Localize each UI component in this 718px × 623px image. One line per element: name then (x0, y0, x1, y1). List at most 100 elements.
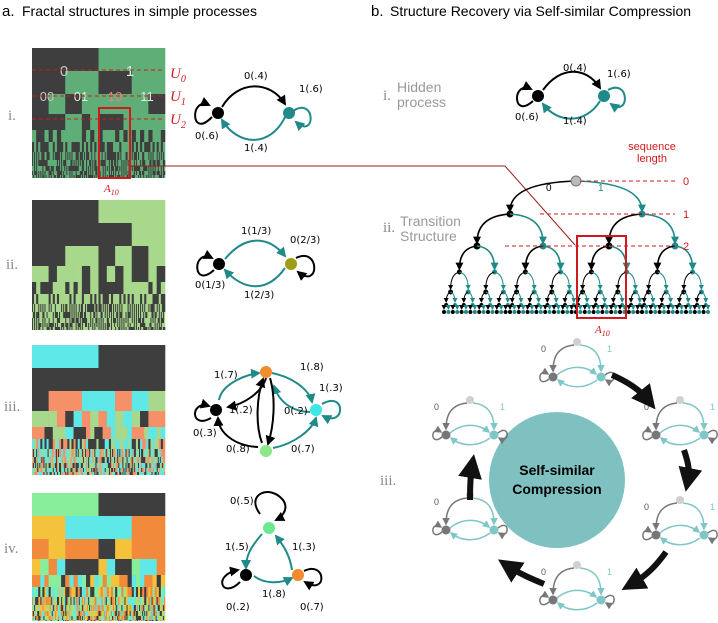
edge-label: 1(.4) (563, 116, 587, 127)
edge-label: 0(1/3) (195, 280, 225, 291)
tree-node (543, 310, 548, 314)
tree-node (701, 310, 706, 314)
transition-line2: Structure (400, 228, 457, 244)
edge-label: 1(.6) (299, 84, 323, 95)
tree-node (600, 310, 605, 314)
edge-label: 1(.3) (292, 542, 316, 553)
tree-node (490, 310, 495, 314)
edge-label: 0(.4) (563, 63, 587, 74)
row-ii-roman: ii. (6, 257, 18, 273)
mini-node (548, 595, 558, 605)
tree-node (675, 310, 680, 314)
mini-label-1: 1 (710, 502, 715, 512)
tree-node (569, 310, 574, 314)
edge-label: 1(.6) (607, 69, 631, 80)
tree-node (631, 310, 636, 314)
edge-label: 0(.6) (515, 112, 539, 123)
seq-length-2: 2 (683, 241, 689, 253)
mini-node (548, 372, 558, 382)
tree-node (565, 310, 570, 314)
a10-label-left: A10 (103, 183, 119, 197)
tree-node (582, 310, 587, 314)
state-node (260, 366, 272, 378)
fractal-image (32, 345, 166, 475)
cycle-arrow (498, 559, 546, 587)
edge-label: 0(.2) (284, 406, 308, 417)
row-i-roman: i. (8, 108, 16, 124)
graph-row-i: 0(.4) 1(.6) 0(.6) 1(.4) (194, 71, 323, 154)
state-node (283, 107, 295, 119)
seq-length-1: 1 (683, 209, 689, 221)
seq-length-0: 0 (683, 176, 689, 188)
tree-node (670, 310, 675, 314)
state-node (263, 522, 275, 534)
transition-line1: Transition (400, 213, 461, 229)
tree-node (653, 310, 658, 314)
tree-node (640, 310, 644, 314)
edge-label: 1(.3) (319, 383, 343, 394)
panel-a-title: Fractal structures in simple processes (22, 3, 257, 19)
tree-node (688, 310, 693, 314)
state-node (310, 404, 322, 416)
tree-node (706, 310, 710, 314)
edge-label: 1(.8) (262, 589, 286, 600)
tree-node (521, 310, 526, 314)
tree-node (613, 310, 618, 314)
tree-node (472, 310, 477, 314)
state-node (285, 258, 297, 270)
tree-node (697, 310, 702, 314)
mini-node (651, 430, 661, 440)
root-right-symbol: 1 (598, 183, 604, 194)
tree-node (635, 310, 640, 314)
mini-label-0: 0 (434, 497, 439, 507)
edge-label: 1(2/3) (244, 290, 274, 301)
tree-node (587, 310, 592, 314)
fractal-image (32, 493, 166, 621)
compression-roman: iii. (380, 473, 396, 489)
mini-node (699, 530, 709, 540)
edge-label: 0(.4) (244, 71, 268, 82)
cell-u0-0: 0 (60, 63, 68, 80)
edge-label: 0(2/3) (290, 235, 320, 246)
tree-node (446, 310, 451, 314)
mini-label-0: 0 (644, 502, 649, 512)
tree-node (609, 310, 614, 314)
tree-node (591, 310, 596, 314)
seq-length-line1: sequence (628, 141, 676, 153)
a10-box-right (576, 235, 627, 319)
compression-circle (489, 412, 625, 548)
tree-node (604, 310, 609, 314)
row-i-overlay: 0 1 00 01 10 11 U0 U1 U2 A10 (32, 63, 186, 197)
hidden-roman: i. (383, 88, 391, 104)
tree-node (618, 310, 622, 314)
tree-node (657, 310, 662, 314)
tree-node (481, 310, 486, 314)
mini-node (596, 372, 606, 382)
transition-tree (441, 175, 711, 314)
row-iv-roman: iv. (4, 541, 18, 557)
tree-node (534, 310, 539, 314)
compression-cycle: 0 10 10 10 10 10 1 (432, 338, 718, 611)
tree-node (516, 310, 521, 314)
mini-label-1: 1 (500, 402, 505, 412)
edge-label: 1(.5) (225, 542, 249, 553)
hidden-line1: Hidden (397, 79, 441, 95)
tree-node (538, 310, 543, 314)
transition-roman: ii. (383, 220, 395, 236)
panel-a-letter: a. (2, 3, 15, 20)
graph-row-ii: 1(1/3) 0(2/3) 0(1/3) 1(2/3) (195, 226, 320, 301)
graph-row-iii: 1(.7) 1(.2) 1(.8) 1(.3) 0(.2) 0(.3) 0(.8… (193, 362, 343, 457)
mini-node (441, 525, 451, 535)
edge-label: 1(.4) (244, 143, 268, 154)
tree-node (578, 310, 583, 314)
cycle-arrow (458, 454, 482, 501)
state-node (240, 569, 252, 581)
tree-node (547, 310, 552, 314)
